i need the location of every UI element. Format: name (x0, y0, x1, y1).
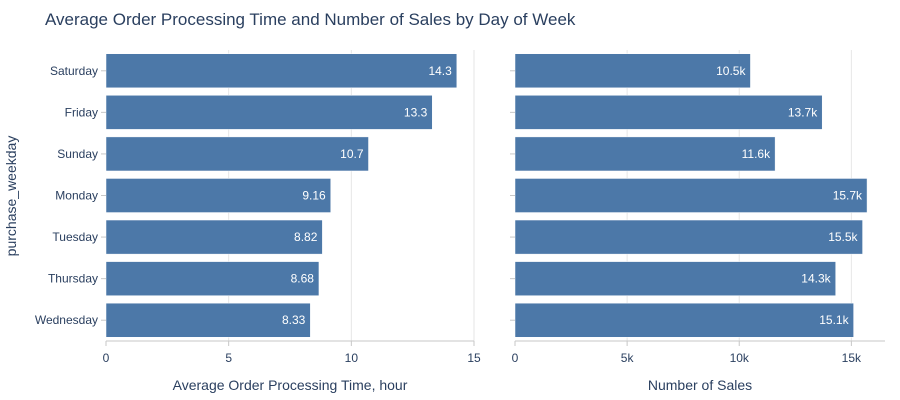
y-tick-label-sunday: Sunday (57, 147, 98, 161)
bar-saturday (514, 53, 751, 89)
x-tick-label: 0 (103, 351, 110, 365)
data-label-monday: 9.16 (302, 189, 326, 203)
data-label-wednesday: 8.33 (282, 313, 306, 327)
bar-tuesday (105, 219, 323, 255)
y-tick-label-tuesday: Tuesday (52, 230, 98, 244)
data-label-thursday: 14.3k (801, 272, 831, 286)
x-tick-label: 15 (467, 351, 481, 365)
x-axis-title: Number of Sales (648, 377, 752, 393)
bar-wednesday (514, 302, 854, 338)
bar-saturday (105, 53, 458, 89)
y-axis-title: purchase_weekday (3, 136, 19, 257)
data-label-tuesday: 15.5k (828, 230, 858, 244)
y-tick-label-monday: Monday (55, 189, 98, 203)
data-label-monday: 15.7k (833, 189, 863, 203)
data-label-thursday: 8.68 (291, 272, 315, 286)
x-tick-label: 10 (345, 351, 359, 365)
x-tick-label: 5k (621, 351, 635, 365)
bar-sunday (514, 136, 776, 172)
x-tick-label: 15k (842, 351, 862, 365)
chart-title: Average Order Processing Time and Number… (45, 10, 576, 29)
y-tick-label-friday: Friday (65, 105, 98, 119)
bar-thursday (105, 261, 320, 296)
data-label-saturday: 14.3 (428, 64, 452, 78)
data-label-sunday: 11.6k (742, 147, 771, 161)
y-tick-label-saturday: Saturday (50, 64, 98, 78)
data-label-tuesday: 8.82 (294, 230, 318, 244)
data-label-friday: 13.3 (404, 105, 428, 119)
bar-monday (105, 178, 331, 213)
x-tick-label: 10k (730, 351, 750, 365)
data-label-saturday: 10.5k (716, 64, 746, 78)
y-tick-label-wednesday: Wednesday (35, 313, 98, 327)
bar-friday (105, 95, 433, 130)
bar-wednesday (105, 302, 311, 338)
bar-thursday (514, 261, 836, 296)
bar-tuesday (514, 219, 863, 255)
data-label-friday: 13.7k (788, 105, 818, 119)
data-label-sunday: 10.7 (340, 147, 364, 161)
x-axis-title: Average Order Processing Time, hour (173, 377, 408, 393)
bar-sunday (105, 136, 369, 172)
panel-processing-time: 14.3 Saturday 13.3 Friday 10.7 Sunday 9.16 Mond… (35, 50, 481, 393)
panel-number-of-sales: 10.5k 13.7k 11.6k 15.7k 15.5k 14.3k 15.1k 0 5k 10… (510, 50, 885, 393)
x-tick-label: 5 (225, 351, 232, 365)
bar-friday (514, 95, 823, 130)
x-tick-label: 0 (512, 351, 519, 365)
data-label-wednesday: 15.1k (819, 313, 849, 327)
bar-monday (514, 178, 868, 213)
y-tick-label-thursday: Thursday (48, 272, 98, 286)
